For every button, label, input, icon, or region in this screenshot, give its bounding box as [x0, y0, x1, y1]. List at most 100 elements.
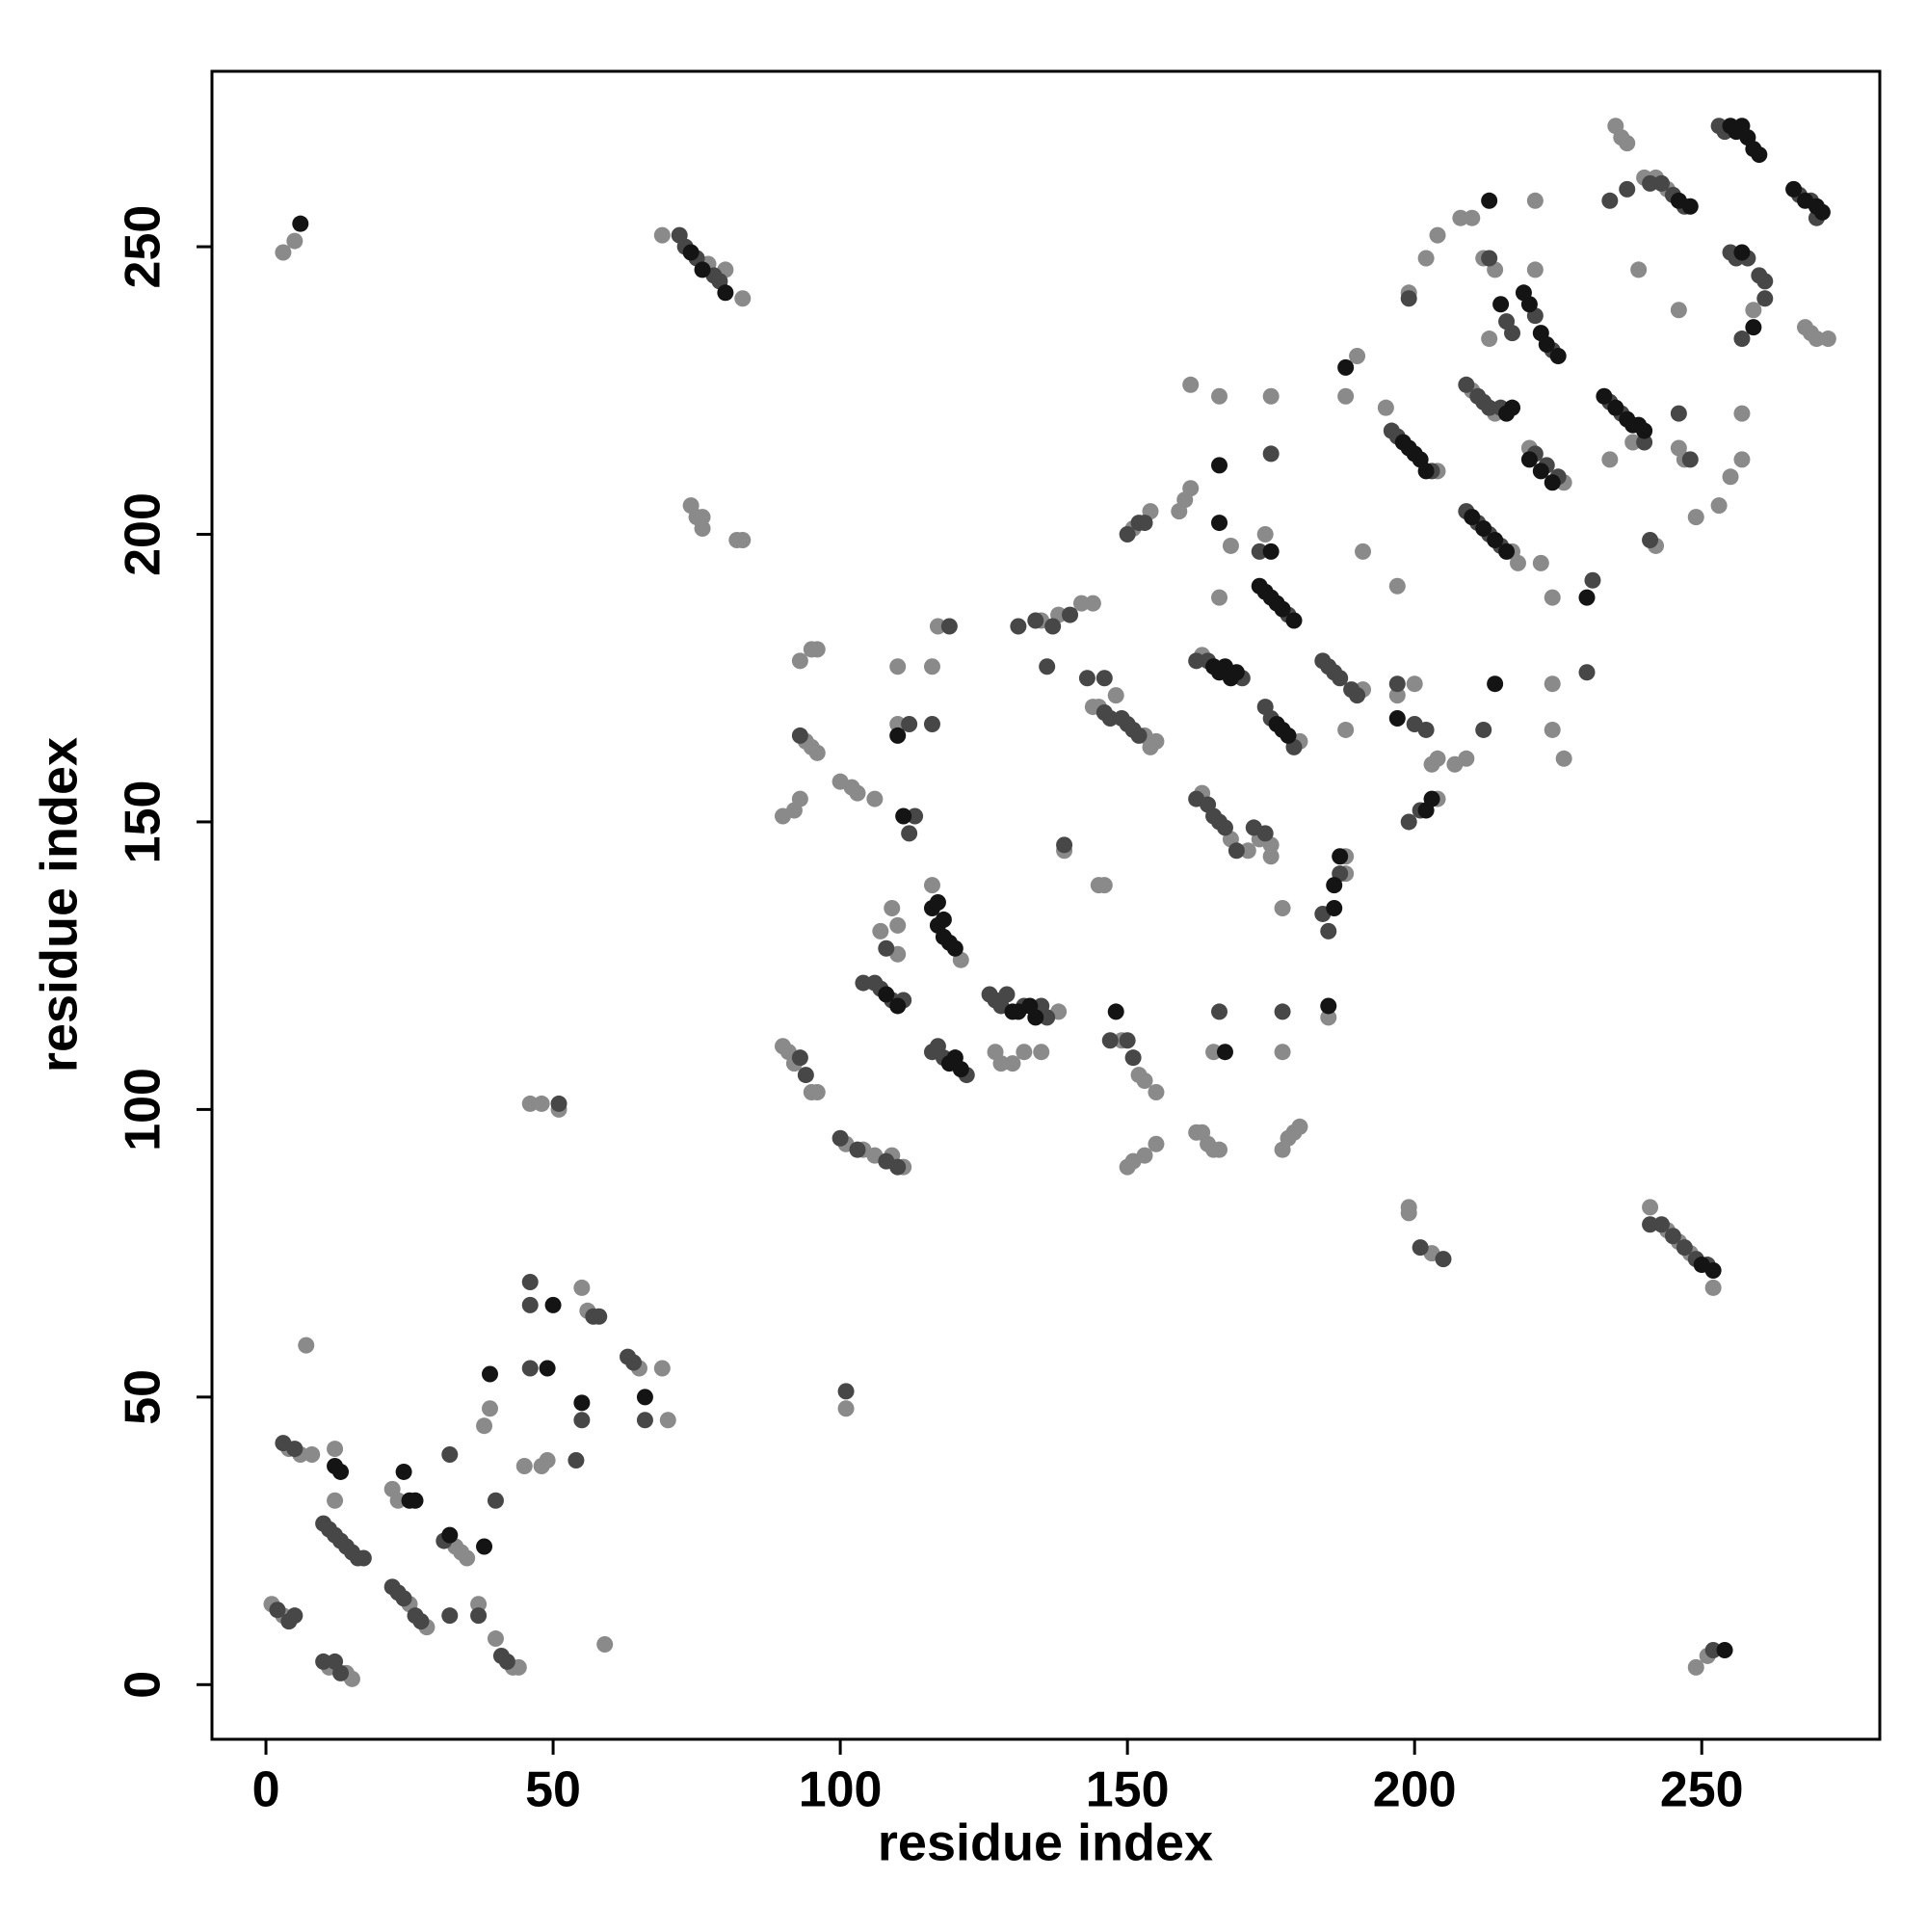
data-point [591, 1308, 608, 1325]
data-point [636, 1389, 653, 1406]
data-point [1619, 180, 1636, 198]
data-point [1435, 1251, 1452, 1268]
data-point [694, 520, 711, 538]
data-point [1745, 302, 1762, 319]
data-point [694, 509, 711, 526]
x-axis-title: residue index [878, 1813, 1213, 1871]
data-point [1578, 664, 1596, 681]
data-point [1136, 1072, 1153, 1090]
data-point [482, 1400, 498, 1417]
data-point [1326, 877, 1343, 894]
data-point [1326, 899, 1343, 916]
data-point [1642, 1216, 1659, 1233]
data-point [1256, 526, 1274, 543]
data-point [1481, 331, 1498, 348]
data-point [653, 226, 671, 244]
data-point [1584, 571, 1601, 589]
data-point [849, 784, 866, 802]
data-point [1205, 1044, 1223, 1061]
data-point [1756, 273, 1774, 290]
data-point [1084, 595, 1101, 612]
data-point [1107, 687, 1124, 704]
data-point [872, 922, 889, 940]
data-point [1211, 457, 1228, 474]
data-point [269, 1601, 286, 1619]
data-point [1532, 554, 1549, 571]
data-point [395, 1463, 412, 1480]
data-point [923, 715, 940, 732]
data-point [1285, 612, 1303, 629]
data-point [1078, 670, 1095, 687]
data-point [929, 618, 946, 635]
data-point [1704, 1279, 1722, 1296]
data-point [682, 244, 700, 261]
data-point [1262, 387, 1280, 405]
data-point [1520, 451, 1538, 468]
data-point [286, 1441, 304, 1458]
data-point [1417, 721, 1435, 738]
data-point [1039, 658, 1056, 675]
data-point [1239, 842, 1256, 860]
data-point [550, 1095, 568, 1112]
data-point [1429, 750, 1446, 767]
data-point [533, 1095, 550, 1112]
data-point [515, 1457, 533, 1474]
data-point [286, 1607, 304, 1625]
data-point [355, 1549, 372, 1567]
data-point [521, 1296, 539, 1313]
data-point [327, 1457, 344, 1474]
data-point [1388, 687, 1406, 704]
data-point [1733, 405, 1751, 422]
data-point [889, 658, 907, 675]
data-point [1136, 515, 1153, 532]
data-point [389, 1492, 407, 1509]
data-point [1124, 1049, 1142, 1067]
data-point [1544, 474, 1561, 491]
data-point [286, 232, 304, 250]
data-point [1107, 1003, 1124, 1020]
data-point [521, 1360, 539, 1377]
data-point [1188, 652, 1205, 670]
data-point [1751, 146, 1768, 164]
data-point [907, 807, 924, 825]
data-point [837, 1383, 855, 1400]
data-point [1520, 296, 1538, 313]
x-tick-label: 50 [525, 1762, 581, 1818]
data-point [1412, 1239, 1429, 1257]
data-point [1813, 203, 1831, 221]
data-point [1596, 387, 1613, 405]
data-point [395, 1590, 412, 1607]
data-point [889, 715, 907, 732]
data-point [1388, 710, 1406, 728]
data-point [849, 1141, 866, 1158]
data-point [1211, 589, 1228, 606]
y-tick-label: 150 [116, 781, 172, 864]
y-tick-label: 100 [116, 1068, 172, 1151]
data-point [332, 1664, 350, 1681]
data-point [1652, 1216, 1670, 1233]
data-point [441, 1526, 459, 1544]
data-point [1256, 825, 1274, 842]
data-point [1388, 577, 1406, 595]
data-point [1227, 842, 1245, 860]
data-point [573, 1394, 591, 1412]
data-point [1320, 1009, 1337, 1026]
data-point [1400, 1199, 1417, 1216]
data-point [1216, 819, 1233, 836]
data-point [1033, 1044, 1050, 1061]
data-point [1211, 1141, 1228, 1158]
data-point [791, 1049, 808, 1067]
data-point [573, 1279, 591, 1296]
data-point [1429, 226, 1446, 244]
data-point [1216, 1044, 1233, 1061]
data-point [1251, 543, 1268, 560]
data-point [1268, 715, 1285, 732]
data-point [1337, 721, 1355, 738]
y-tick-label: 200 [116, 492, 172, 576]
data-point [1710, 497, 1728, 515]
data-point [808, 744, 826, 761]
data-point [837, 1400, 855, 1417]
data-point [1274, 899, 1291, 916]
data-point [1148, 1083, 1165, 1100]
